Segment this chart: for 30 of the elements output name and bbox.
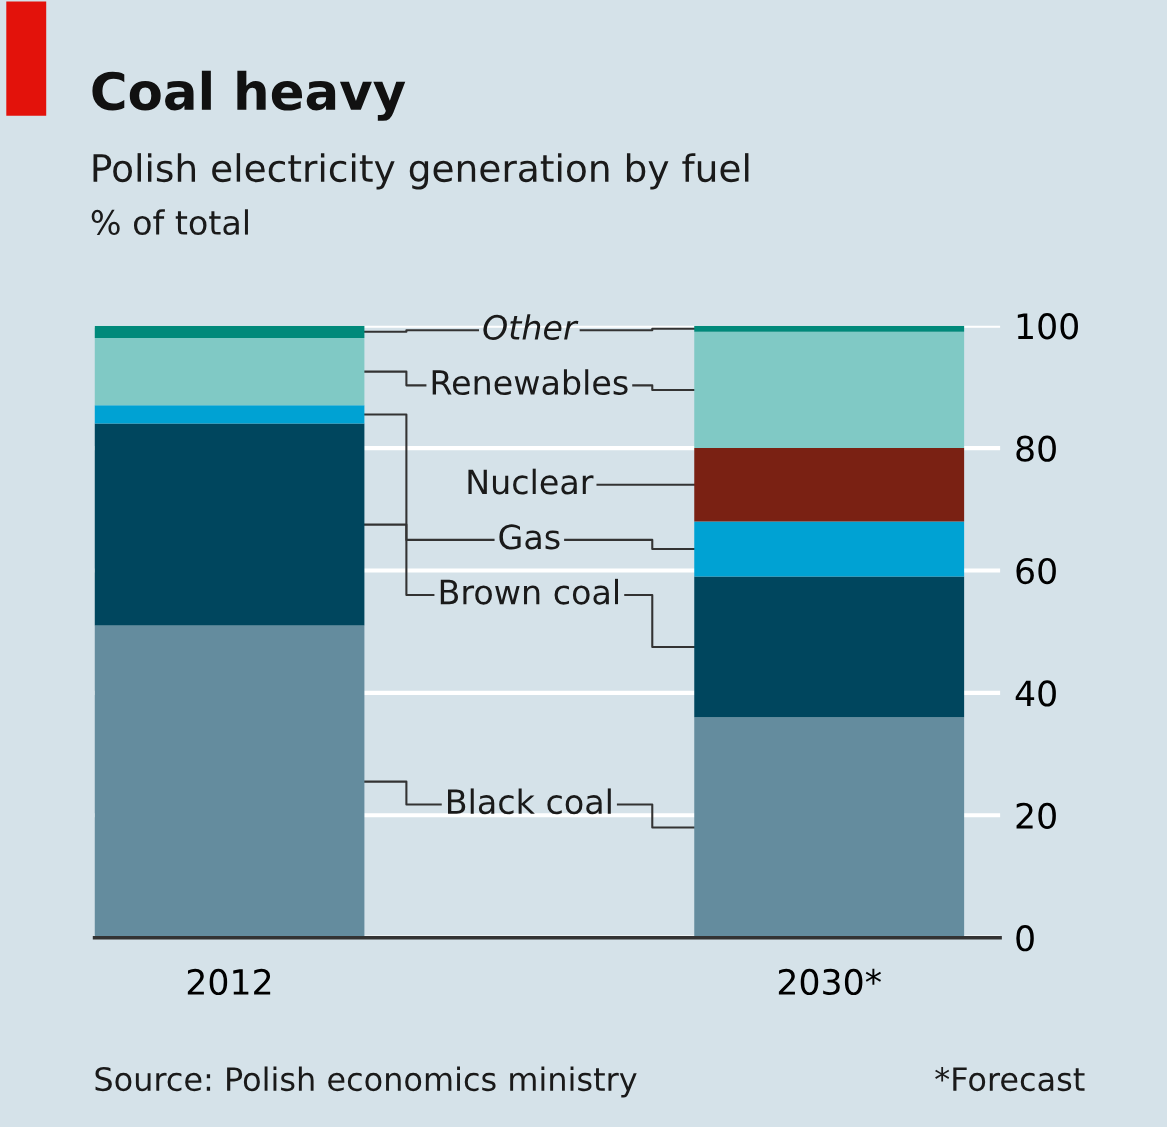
x-tick-label: 2012	[187, 968, 271, 996]
x-tick-label: 2030*	[778, 968, 882, 996]
bar	[694, 331, 965, 449]
text: Nuclear	[468, 468, 594, 495]
chart-title: Coal heavy	[92, 70, 406, 121]
y-axis-title: % of total	[91, 209, 248, 236]
y-tick-label: 80	[1016, 435, 1056, 462]
bar	[94, 625, 365, 938]
text: *Forecast	[935, 1067, 1085, 1092]
y-tick-label: 40	[1015, 680, 1056, 707]
bar	[694, 576, 965, 718]
text: Renewables	[432, 369, 628, 396]
y-tick-label: 100	[1017, 313, 1078, 340]
text: Brown coal	[440, 578, 619, 605]
source-note: Source: Polish economics ministry	[95, 1066, 637, 1098]
text: Other	[483, 314, 579, 340]
bar	[694, 325, 965, 332]
bar	[94, 405, 365, 424]
chart-subtitle: Polish electricity generation by fuel	[93, 153, 749, 190]
y-tick-label: 60	[1016, 557, 1056, 585]
bar	[94, 423, 365, 626]
y-tick-label: 20	[1016, 802, 1056, 829]
text: Black coal	[448, 788, 611, 815]
text: Gas	[499, 524, 560, 550]
bar	[694, 448, 965, 522]
bar	[94, 337, 365, 406]
bar	[694, 521, 965, 577]
bar	[94, 325, 365, 338]
y-tick-label: 0	[1016, 925, 1034, 952]
bar	[694, 717, 965, 938]
